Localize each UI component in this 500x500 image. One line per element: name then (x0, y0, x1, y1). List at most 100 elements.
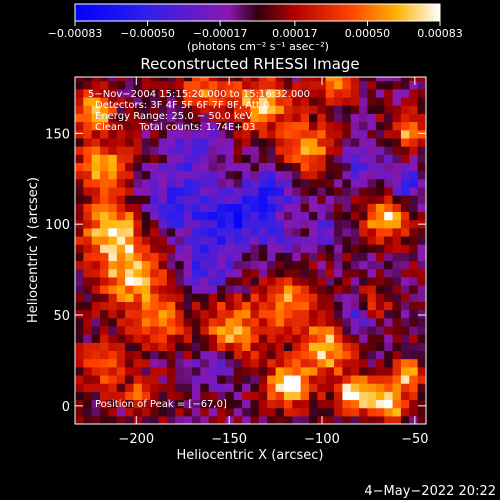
heatmap-cell (100, 358, 110, 368)
heatmap-cell (400, 399, 410, 409)
heatmap-cell (367, 77, 377, 82)
heatmap-cell (309, 374, 318, 384)
heatmap-cell (400, 186, 410, 196)
heatmap-cell (141, 260, 151, 270)
heatmap-cell (325, 252, 335, 262)
heatmap-cell (192, 203, 201, 213)
heatmap-cell (359, 178, 369, 188)
heatmap-cell (192, 195, 201, 204)
heatmap-cell (309, 268, 318, 278)
heatmap-cell (158, 260, 168, 270)
heatmap-cell (133, 407, 143, 417)
heatmap-cell (233, 154, 243, 163)
heatmap-cell (275, 350, 285, 360)
heatmap-cell (192, 252, 201, 262)
heatmap-cell (141, 325, 151, 335)
heatmap-cell (400, 146, 410, 155)
heatmap-cell (100, 415, 110, 424)
heatmap-cell (233, 129, 243, 139)
heatmap-cell (242, 334, 252, 343)
heatmap-cell (292, 415, 302, 424)
heatmap-cell (75, 342, 84, 352)
heatmap-cell (100, 399, 110, 409)
heatmap-cell (200, 399, 210, 409)
heatmap-cell (217, 88, 227, 98)
heatmap-cell (242, 203, 252, 213)
heatmap-cell (166, 285, 176, 294)
heatmap-cell (75, 350, 84, 360)
heatmap-cell (300, 252, 310, 262)
heatmap-cell (225, 317, 235, 327)
heatmap-cell (275, 195, 285, 204)
heatmap-cell (375, 268, 385, 278)
heatmap-cell (100, 334, 110, 343)
heatmap-cell (217, 244, 227, 253)
heatmap-cell (275, 77, 285, 82)
heatmap-cell (217, 121, 227, 131)
heatmap-cell (192, 301, 201, 311)
heatmap-cell (233, 186, 243, 196)
heatmap-cell (116, 244, 126, 253)
heatmap-cell (258, 113, 268, 123)
heatmap-cell (359, 260, 369, 270)
heatmap-cell (200, 77, 210, 82)
heatmap-cell (275, 121, 285, 131)
heatmap-cell (200, 309, 210, 319)
heatmap-cell (208, 219, 218, 229)
heatmap-cell (100, 170, 110, 180)
heatmap-cell (367, 211, 377, 221)
heatmap-cell (334, 383, 344, 392)
heatmap-cell (91, 170, 101, 180)
heatmap-cell (283, 374, 293, 384)
heatmap-cell (409, 334, 419, 343)
heatmap-cell (275, 203, 285, 213)
heatmap-cell (108, 350, 118, 360)
heatmap-cell (150, 342, 160, 352)
heatmap-cell (275, 293, 285, 302)
heatmap-cell (225, 105, 235, 114)
heatmap-cell (267, 162, 277, 172)
heatmap-cell (275, 227, 285, 237)
heatmap-cell (100, 121, 110, 131)
heatmap-cell (116, 366, 126, 376)
heatmap-cell (359, 227, 369, 237)
heatmap-cell (100, 235, 110, 245)
heatmap-cell (208, 154, 218, 163)
heatmap-cell (292, 342, 302, 352)
heatmap-cell (125, 105, 135, 114)
heatmap-cell (116, 260, 126, 270)
heatmap-cell (367, 178, 377, 188)
heatmap-cell (158, 342, 168, 352)
heatmap-cell (183, 137, 193, 147)
heatmap-cell (250, 235, 260, 245)
heatmap-cell (367, 415, 377, 424)
heatmap-cell (225, 178, 235, 188)
heatmap-cell (83, 309, 93, 319)
heatmap-cell (125, 227, 135, 237)
heatmap-cell (275, 235, 285, 245)
heatmap-cell (217, 285, 227, 294)
heatmap-cell (183, 162, 193, 172)
heatmap-cell (125, 178, 135, 188)
heatmap-cell (359, 129, 369, 139)
heatmap-cell (192, 129, 201, 139)
heatmap-cell (141, 334, 151, 343)
heatmap-cell (75, 80, 84, 90)
heatmap-cell (183, 195, 193, 204)
heatmap-cell (192, 219, 201, 229)
heatmap-cell (392, 235, 402, 245)
heatmap-cell (75, 301, 84, 311)
heatmap-cell (342, 227, 352, 237)
heatmap-cell (317, 80, 327, 90)
heatmap-cell (267, 219, 277, 229)
heatmap-cell (283, 121, 293, 131)
heatmap-cell (342, 186, 352, 196)
heatmap-cell (208, 105, 218, 114)
heatmap-cell (342, 178, 352, 188)
y-tick-label: 100 (45, 218, 70, 233)
heatmap-cell (300, 301, 310, 311)
heatmap-cell (392, 301, 402, 311)
heatmap-cell (233, 227, 243, 237)
heatmap-cell (242, 415, 252, 424)
heatmap-cell (384, 334, 394, 343)
